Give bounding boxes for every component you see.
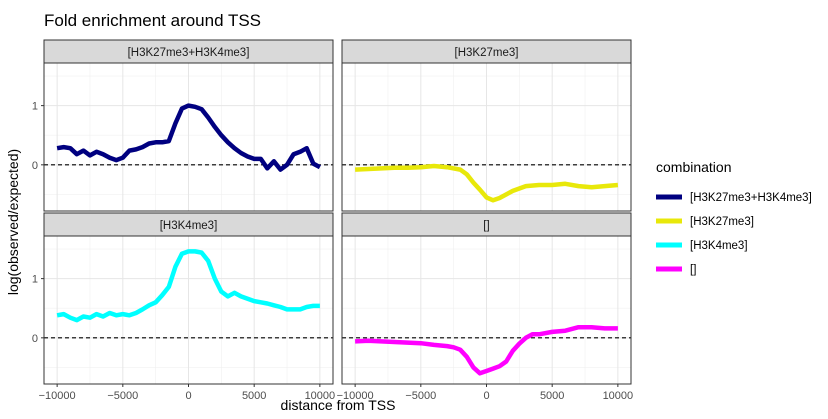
chart-title: Fold enrichment around TSS — [44, 11, 261, 30]
legend-label: [H3K4me3] — [690, 240, 748, 252]
x-tick-label: 10000 — [305, 390, 336, 402]
y-axis-title: log(observed/expected) — [5, 149, 21, 295]
y-tick-label: 1 — [32, 274, 38, 286]
series-line — [354, 324, 618, 376]
panel-border — [43, 62, 334, 212]
facet-strip-label: [H3K27me3+H3K4me3] — [128, 47, 250, 59]
legend: combination [H3K27me3+H3K4me3] [H3K27me3]… — [656, 159, 812, 276]
legend-title: combination — [656, 159, 732, 175]
x-tick-label: −10000 — [39, 390, 76, 402]
x-tick-label: 10000 — [603, 390, 634, 402]
x-axis-title: distance from TSS — [281, 397, 396, 413]
facet-panel: [] −10000 −5000 0 5000 10000 — [337, 212, 634, 402]
legend-label: [H3K27me3+H3K4me3] — [690, 192, 812, 204]
series-line — [56, 103, 321, 172]
y-tick-label: 0 — [32, 160, 38, 172]
facet-strip-label: [H3K4me3] — [160, 220, 218, 232]
legend-label: [H3K27me3] — [690, 216, 754, 228]
x-tick-label: −5000 — [107, 390, 138, 402]
series-line — [56, 249, 320, 323]
y-tick-label: 1 — [32, 101, 38, 113]
facet-panel: [H3K27me3+H3K4me3] 0 1 — [32, 39, 334, 212]
x-tick-label: −5000 — [405, 390, 436, 402]
facet-panel: [H3K4me3] 0 1 −10000 −5000 0 5000 10000 — [32, 212, 336, 402]
legend-label: [] — [690, 264, 696, 276]
x-tick-label: 0 — [185, 390, 191, 402]
facet-strip-label: [] — [483, 220, 489, 232]
x-tick-label: 0 — [483, 390, 489, 402]
panel-border — [341, 62, 632, 212]
y-tick-label: 0 — [32, 333, 38, 345]
x-tick-label: 5000 — [242, 390, 266, 402]
x-tick-label: −10000 — [337, 390, 374, 402]
x-tick-label: 5000 — [540, 390, 564, 402]
facet-panel: [H3K27me3] — [341, 39, 632, 212]
facet-strip-label: [H3K27me3] — [455, 47, 519, 59]
series-line — [354, 163, 619, 203]
